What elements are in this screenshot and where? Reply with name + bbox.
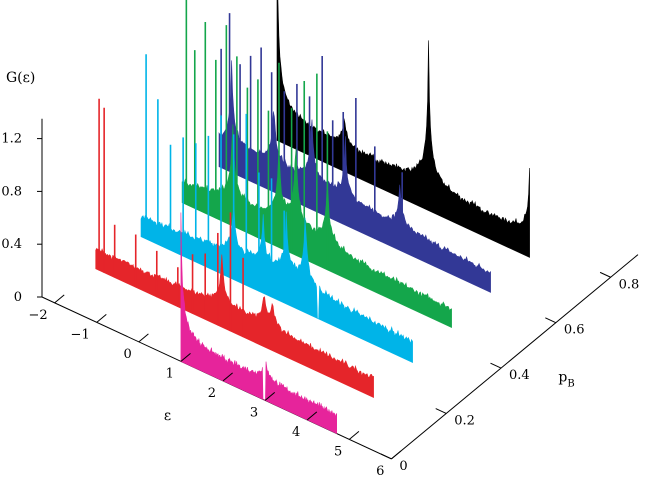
y-tick-label: 0.6 <box>564 323 585 338</box>
y-tick-label: 0.2 <box>454 413 475 428</box>
x-tick-label: 2 <box>208 386 216 401</box>
x-tick-mark <box>96 314 107 323</box>
z-tick-label: 1.2 <box>1 132 22 147</box>
y-tick-mark <box>490 362 502 369</box>
y-axis-label: pB <box>558 369 574 389</box>
x-tick-mark <box>306 411 318 421</box>
x-tick-label: −2 <box>28 308 47 323</box>
series-5 <box>276 0 530 258</box>
x-tick-label: 6 <box>376 464 384 479</box>
z-axis-label: G(ε) <box>6 70 35 86</box>
series-0 <box>180 212 338 434</box>
x-tick-mark <box>180 353 191 362</box>
x-tick-mark <box>222 372 233 382</box>
y-tick-mark <box>545 317 557 324</box>
y-axis-label-subscript: B <box>567 378 574 389</box>
y-axis-line <box>391 254 639 460</box>
x-tick-label: 4 <box>292 425 300 440</box>
x-tick-label: 1 <box>166 366 174 381</box>
x-tick-mark <box>138 333 149 343</box>
z-tick-label: 0.4 <box>1 237 22 252</box>
x-tick-mark <box>54 294 65 304</box>
y-tick-label: 0.8 <box>619 277 640 292</box>
series-group <box>95 0 530 434</box>
y-tick-mark <box>435 408 447 414</box>
x-tick-mark <box>264 392 276 401</box>
x-tick-mark <box>349 431 360 440</box>
series-5-area <box>276 0 530 258</box>
x-tick-label: −1 <box>71 327 90 342</box>
z-tick-label: 0.8 <box>1 184 22 199</box>
x-tick-label: 0 <box>124 347 132 362</box>
series-1-area <box>95 247 374 398</box>
x-tick-mark <box>391 450 402 460</box>
z-tick-label: 0 <box>14 290 22 305</box>
series-3 <box>181 0 452 328</box>
series-2 <box>140 54 413 363</box>
x-tick-label: 3 <box>250 405 258 420</box>
x-tick-label: 5 <box>334 444 342 459</box>
series-4 <box>218 13 491 293</box>
y-tick-mark <box>599 271 611 278</box>
y-axis-label-main: p <box>558 369 567 385</box>
series-0-area <box>180 212 338 434</box>
series-1 <box>95 98 374 398</box>
y-tick-label: 0 <box>399 459 407 474</box>
y-tick-label: 0.4 <box>509 368 530 383</box>
x-axis-label: ε <box>164 408 171 424</box>
y-tick-mark <box>380 453 392 460</box>
